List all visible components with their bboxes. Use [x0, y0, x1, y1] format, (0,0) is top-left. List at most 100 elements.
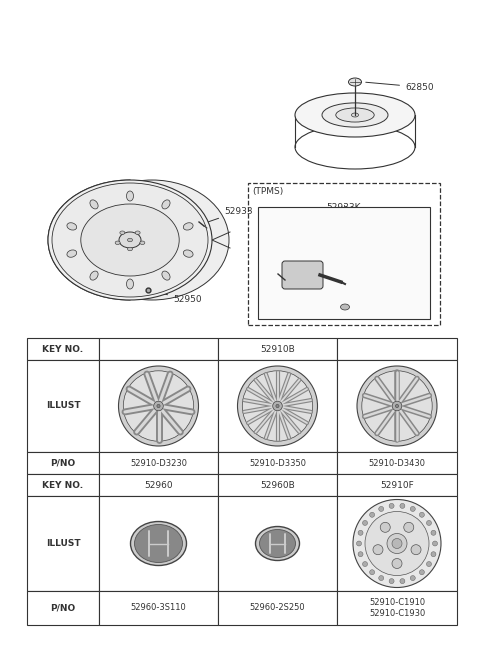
- Ellipse shape: [183, 250, 193, 258]
- Circle shape: [392, 558, 402, 568]
- Bar: [27, 496, 99, 591]
- Circle shape: [420, 570, 424, 575]
- Circle shape: [358, 530, 363, 535]
- Ellipse shape: [128, 247, 132, 251]
- Ellipse shape: [67, 223, 77, 230]
- Text: 52933K: 52933K: [327, 203, 361, 212]
- Circle shape: [362, 371, 432, 442]
- Ellipse shape: [162, 200, 170, 209]
- Circle shape: [357, 541, 361, 546]
- Ellipse shape: [120, 231, 125, 235]
- Ellipse shape: [340, 304, 349, 310]
- Text: 24537: 24537: [328, 288, 355, 304]
- Circle shape: [389, 579, 394, 583]
- Bar: [27, 591, 99, 625]
- Text: 62850: 62850: [366, 82, 433, 91]
- Text: 52933: 52933: [204, 207, 252, 223]
- Circle shape: [373, 545, 383, 555]
- Bar: [218, 452, 337, 474]
- Ellipse shape: [127, 279, 133, 289]
- Bar: [337, 338, 457, 360]
- Text: 52960: 52960: [144, 480, 173, 489]
- Circle shape: [273, 401, 282, 411]
- Bar: [27, 338, 99, 360]
- Circle shape: [400, 579, 405, 583]
- Ellipse shape: [348, 78, 361, 86]
- Circle shape: [396, 405, 398, 407]
- Circle shape: [123, 371, 194, 442]
- Circle shape: [357, 366, 437, 446]
- Text: 52950: 52950: [151, 290, 202, 304]
- Text: 52960-3S110: 52960-3S110: [131, 604, 186, 612]
- Circle shape: [362, 520, 368, 526]
- Ellipse shape: [81, 204, 179, 276]
- Bar: [218, 360, 337, 452]
- Circle shape: [400, 503, 405, 509]
- Text: 52910-C1910
52910-C1930: 52910-C1910 52910-C1930: [369, 598, 425, 618]
- Text: ILLUST: ILLUST: [46, 401, 80, 411]
- Bar: [99, 338, 218, 360]
- Bar: [99, 474, 218, 496]
- Text: KEY NO.: KEY NO.: [42, 344, 84, 353]
- Circle shape: [119, 366, 199, 446]
- Text: 52910-D3430: 52910-D3430: [369, 459, 425, 468]
- Text: 52960B: 52960B: [260, 480, 295, 489]
- Circle shape: [353, 499, 441, 587]
- Circle shape: [410, 507, 415, 511]
- Text: 52933D: 52933D: [321, 262, 354, 277]
- Ellipse shape: [351, 113, 359, 117]
- Bar: [337, 452, 457, 474]
- Circle shape: [426, 520, 432, 526]
- Bar: [337, 360, 457, 452]
- Circle shape: [380, 522, 390, 532]
- Circle shape: [242, 371, 312, 442]
- Circle shape: [389, 503, 394, 509]
- Bar: [337, 496, 457, 591]
- Text: (TPMS): (TPMS): [252, 187, 283, 196]
- Circle shape: [387, 533, 407, 553]
- Bar: [258, 207, 430, 319]
- FancyBboxPatch shape: [282, 261, 323, 289]
- Ellipse shape: [260, 530, 296, 558]
- Bar: [218, 591, 337, 625]
- Circle shape: [238, 366, 317, 446]
- Text: ILLUST: ILLUST: [46, 539, 80, 548]
- Bar: [337, 474, 457, 496]
- Text: P/NO: P/NO: [50, 459, 76, 468]
- Bar: [337, 591, 457, 625]
- Bar: [99, 360, 218, 452]
- Text: 52910-D3230: 52910-D3230: [130, 459, 187, 468]
- Ellipse shape: [140, 241, 145, 244]
- Text: 52960-2S250: 52960-2S250: [250, 604, 305, 612]
- Circle shape: [157, 405, 160, 407]
- Circle shape: [410, 576, 415, 581]
- Circle shape: [404, 522, 414, 532]
- Circle shape: [154, 401, 163, 411]
- Ellipse shape: [255, 526, 300, 560]
- Circle shape: [370, 512, 374, 517]
- Circle shape: [379, 576, 384, 581]
- Ellipse shape: [322, 103, 388, 127]
- Bar: [27, 360, 99, 452]
- Text: 52910F: 52910F: [380, 480, 414, 489]
- Ellipse shape: [131, 522, 187, 566]
- Circle shape: [431, 552, 436, 556]
- Circle shape: [426, 562, 432, 566]
- Text: KEY NO.: KEY NO.: [42, 480, 84, 489]
- Ellipse shape: [52, 183, 208, 297]
- Ellipse shape: [48, 180, 212, 300]
- Ellipse shape: [134, 524, 182, 562]
- Circle shape: [362, 562, 368, 566]
- Text: P/NO: P/NO: [50, 604, 76, 612]
- Bar: [99, 496, 218, 591]
- Ellipse shape: [128, 238, 132, 242]
- Ellipse shape: [127, 191, 133, 201]
- Ellipse shape: [135, 231, 140, 235]
- Text: 52910B: 52910B: [261, 344, 295, 353]
- Circle shape: [411, 545, 421, 555]
- Bar: [218, 474, 337, 496]
- Circle shape: [392, 401, 402, 411]
- Bar: [248, 183, 440, 325]
- Ellipse shape: [115, 241, 120, 244]
- Text: 52910-D3350: 52910-D3350: [249, 459, 306, 468]
